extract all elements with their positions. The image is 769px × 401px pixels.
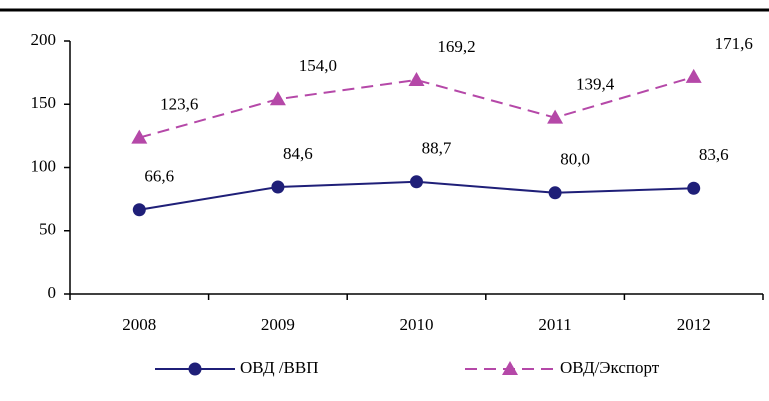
legend-label: ОВД /ВВП (240, 358, 319, 377)
x-tick-label: 2011 (538, 315, 571, 334)
marker (271, 180, 285, 194)
marker (685, 68, 702, 83)
data-label: 169,2 (437, 37, 475, 56)
legend-marker (502, 361, 518, 375)
marker (687, 181, 701, 195)
data-label: 123,6 (160, 95, 198, 114)
x-tick-label: 2009 (261, 315, 295, 334)
data-label: 66,6 (144, 167, 174, 186)
marker (547, 109, 564, 124)
x-tick-label: 2012 (677, 315, 711, 334)
legend-label: ОВД/Экспорт (560, 358, 660, 377)
data-label: 80,0 (560, 150, 590, 169)
data-label: 88,7 (422, 139, 452, 158)
data-label: 154,0 (299, 56, 337, 75)
data-label: 171,6 (715, 34, 753, 53)
marker (269, 91, 286, 106)
marker (132, 203, 146, 217)
y-tick-label: 50 (39, 220, 56, 239)
data-label: 84,6 (283, 144, 313, 163)
data-label: 139,4 (576, 75, 615, 94)
y-tick-label: 200 (31, 30, 57, 49)
marker (408, 71, 425, 86)
series-line (139, 75, 694, 139)
y-tick-label: 150 (31, 93, 57, 112)
x-tick-label: 2008 (122, 315, 156, 334)
legend-marker (188, 362, 202, 376)
marker (131, 129, 148, 144)
data-label: 83,6 (699, 145, 729, 164)
y-tick-label: 100 (31, 156, 57, 175)
x-tick-label: 2010 (400, 315, 434, 334)
y-tick-label: 0 (48, 283, 57, 302)
marker (410, 175, 423, 189)
marker (548, 186, 562, 200)
